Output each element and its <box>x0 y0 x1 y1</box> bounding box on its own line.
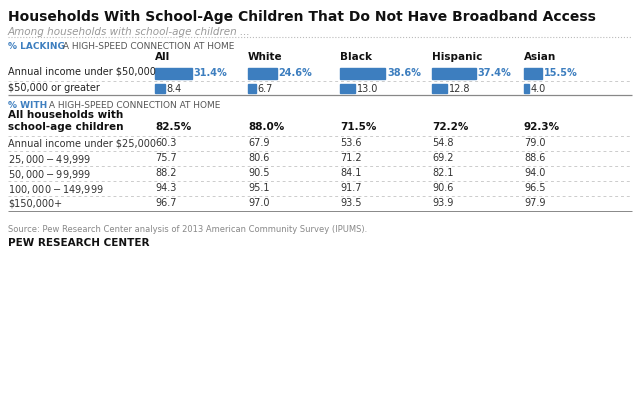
Text: Asian: Asian <box>524 52 556 62</box>
Text: Annual income under $25,000: Annual income under $25,000 <box>8 138 156 148</box>
Text: 71.5%: 71.5% <box>340 122 376 132</box>
Text: 97.0: 97.0 <box>248 198 269 208</box>
Text: $150,000+: $150,000+ <box>8 198 62 208</box>
Text: 88.0%: 88.0% <box>248 122 284 132</box>
Text: $25,000-$49,999: $25,000-$49,999 <box>8 153 92 166</box>
Text: 12.8: 12.8 <box>449 84 470 94</box>
Bar <box>155 84 164 93</box>
Text: Among households with school-age children ...: Among households with school-age childre… <box>8 27 251 37</box>
Text: 93.9: 93.9 <box>432 198 453 208</box>
Text: 72.2%: 72.2% <box>432 122 468 132</box>
Text: $50,000 or greater: $50,000 or greater <box>8 83 100 93</box>
Text: 94.3: 94.3 <box>155 183 177 193</box>
Text: 8.4: 8.4 <box>167 84 182 94</box>
Bar <box>340 84 355 93</box>
Text: 53.6: 53.6 <box>340 138 362 148</box>
Text: 95.1: 95.1 <box>248 183 269 193</box>
Bar <box>248 68 276 79</box>
Text: Annual income under $50,000: Annual income under $50,000 <box>8 67 156 77</box>
Text: 90.6: 90.6 <box>432 183 453 193</box>
Text: Hispanic: Hispanic <box>432 52 483 62</box>
Text: % LACKING: % LACKING <box>8 42 65 51</box>
Text: 82.5%: 82.5% <box>155 122 191 132</box>
Text: 93.5: 93.5 <box>340 198 362 208</box>
Text: 79.0: 79.0 <box>524 138 545 148</box>
Text: White: White <box>248 52 283 62</box>
Text: 38.6%: 38.6% <box>387 68 421 78</box>
Text: A HIGH-SPEED CONNECTION AT HOME: A HIGH-SPEED CONNECTION AT HOME <box>60 42 234 51</box>
Text: 15.5%: 15.5% <box>544 68 578 78</box>
Text: Black: Black <box>340 52 372 62</box>
Text: 88.6: 88.6 <box>524 153 545 163</box>
Text: 96.7: 96.7 <box>155 198 177 208</box>
Text: $50,000-$99,999: $50,000-$99,999 <box>8 168 92 181</box>
Bar <box>524 84 529 93</box>
Text: 71.2: 71.2 <box>340 153 362 163</box>
Text: 37.4%: 37.4% <box>477 68 511 78</box>
Text: 60.3: 60.3 <box>155 138 177 148</box>
Text: 94.0: 94.0 <box>524 168 545 178</box>
Text: 24.6%: 24.6% <box>278 68 312 78</box>
Text: 4.0: 4.0 <box>531 84 546 94</box>
Text: Households With School-Age Children That Do Not Have Broadband Access: Households With School-Age Children That… <box>8 10 596 24</box>
Text: Source: Pew Research Center analysis of 2013 American Community Survey (IPUMS).: Source: Pew Research Center analysis of … <box>8 225 367 234</box>
Text: 13.0: 13.0 <box>357 84 378 94</box>
Text: 67.9: 67.9 <box>248 138 269 148</box>
Text: 92.3%: 92.3% <box>524 122 560 132</box>
Bar <box>432 84 447 93</box>
Text: 31.4%: 31.4% <box>194 68 227 78</box>
Bar <box>524 68 542 79</box>
Text: 82.1: 82.1 <box>432 168 454 178</box>
Text: PEW RESEARCH CENTER: PEW RESEARCH CENTER <box>8 238 150 248</box>
Bar <box>340 68 385 79</box>
Text: 54.8: 54.8 <box>432 138 454 148</box>
Text: All households with
school-age children: All households with school-age children <box>8 110 124 132</box>
Bar <box>155 68 191 79</box>
Text: 90.5: 90.5 <box>248 168 269 178</box>
Text: $100,000-$149,999: $100,000-$149,999 <box>8 183 104 196</box>
Text: 91.7: 91.7 <box>340 183 362 193</box>
Text: 88.2: 88.2 <box>155 168 177 178</box>
Text: 6.7: 6.7 <box>258 84 273 94</box>
Text: % WITH: % WITH <box>8 101 47 110</box>
Text: A HIGH-SPEED CONNECTION AT HOME: A HIGH-SPEED CONNECTION AT HOME <box>46 101 220 110</box>
Text: 97.9: 97.9 <box>524 198 545 208</box>
Text: 84.1: 84.1 <box>340 168 362 178</box>
Bar <box>248 84 256 93</box>
Bar <box>432 68 476 79</box>
Text: All: All <box>155 52 170 62</box>
Text: 80.6: 80.6 <box>248 153 269 163</box>
Text: 96.5: 96.5 <box>524 183 545 193</box>
Text: 75.7: 75.7 <box>155 153 177 163</box>
Text: 69.2: 69.2 <box>432 153 454 163</box>
